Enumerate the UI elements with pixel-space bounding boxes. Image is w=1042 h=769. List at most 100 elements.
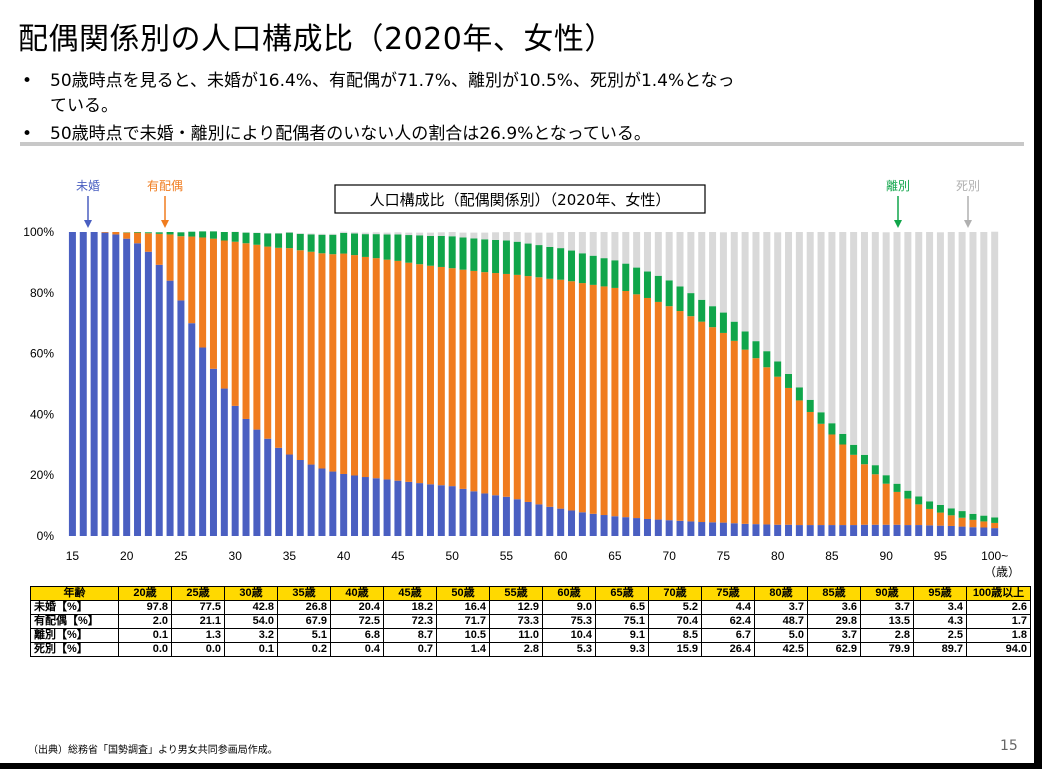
bar-married-32 bbox=[253, 244, 261, 430]
table-row: 死別【%】 0.0 0.0 0.1 0.2 0.4 0.7 1.4 2.8 5.3 9.3 15.9 2… bbox=[30, 642, 1031, 657]
table-cell: 0.0 bbox=[118, 642, 172, 657]
table-cell: 6.5 bbox=[595, 600, 649, 615]
y-axis: 0% 20% 40% 60% 80% 100% bbox=[23, 225, 54, 543]
bar-married-37 bbox=[307, 251, 315, 465]
bar-divorced-52 bbox=[470, 238, 478, 271]
stacked-bar-chart: 0% 20% 40% 60% 80% 100% 15 20 25 30 35 40 45 50 55 60 6… bbox=[23, 179, 1020, 579]
table-row-label: 離別【%】 bbox=[30, 628, 119, 643]
bar-married-41 bbox=[351, 255, 359, 476]
bar-married-63 bbox=[589, 284, 597, 514]
bar-divorced-40 bbox=[340, 232, 348, 254]
bar-married-68 bbox=[643, 297, 651, 519]
bar-widowed-49 bbox=[437, 232, 445, 236]
bar-married-72 bbox=[687, 316, 695, 522]
legend-label-divorced: 離別 bbox=[886, 179, 910, 193]
bar-unmarried-39 bbox=[329, 471, 337, 536]
table-row-label: 有配偶【%】 bbox=[30, 614, 119, 629]
table-cell: 0.0 bbox=[171, 642, 225, 657]
x-tick-label: 20 bbox=[120, 549, 134, 563]
bar-married-25 bbox=[177, 236, 185, 301]
table-header-cell: 75歳 bbox=[701, 586, 755, 601]
bar-unmarried-34 bbox=[275, 447, 283, 536]
bar-divorced-75 bbox=[719, 312, 727, 333]
bar-divorced-44 bbox=[383, 234, 391, 260]
bar-unmarried-35 bbox=[285, 454, 293, 536]
bar-unmarried-84 bbox=[817, 525, 825, 536]
table-header-cell: 65歳 bbox=[595, 586, 649, 601]
table-header-cell: 55歳 bbox=[489, 586, 543, 601]
bar-widowed-34 bbox=[275, 232, 283, 234]
bar-married-93 bbox=[915, 504, 923, 526]
bar-widowed-86 bbox=[839, 232, 847, 434]
table-cell: 8.7 bbox=[383, 628, 437, 643]
bar-married-57 bbox=[524, 276, 532, 502]
bullet-1-text: 50歳時点を見ると、未婚が16.4%、有配偶が71.7%、離別が10.5%、死別… bbox=[50, 71, 735, 91]
table-cell: 71.7 bbox=[436, 614, 490, 629]
table-row-label: 未婚【%】 bbox=[30, 600, 119, 615]
bar-widowed-48 bbox=[426, 232, 434, 236]
table-header-label: 年齢 bbox=[30, 586, 119, 601]
bar-unmarried-33 bbox=[264, 438, 272, 536]
bar-unmarried-21 bbox=[134, 243, 142, 536]
bar-married-51 bbox=[459, 269, 467, 489]
table-cell: 26.4 bbox=[701, 642, 755, 657]
table-cell: 15.9 bbox=[648, 642, 702, 657]
bar-married-22 bbox=[144, 233, 152, 252]
bar-married-100 bbox=[991, 522, 999, 529]
bar-unmarried-94 bbox=[926, 525, 934, 536]
bar-unmarried-85 bbox=[828, 525, 836, 536]
bar-married-31 bbox=[242, 243, 250, 419]
table-cell: 5.0 bbox=[754, 628, 808, 643]
bar-widowed-33 bbox=[264, 232, 272, 234]
bar-widowed-35 bbox=[285, 232, 293, 233]
frame-edge bbox=[0, 763, 1042, 769]
bullet-1-text-cont: ている。 bbox=[50, 96, 118, 116]
bar-unmarried-49 bbox=[437, 485, 445, 536]
y-tick-label: 100% bbox=[23, 225, 54, 239]
bar-widowed-60 bbox=[557, 232, 565, 249]
bar-divorced-26 bbox=[188, 231, 196, 237]
x-axis-unit: （歳） bbox=[984, 565, 1020, 579]
table-cell: 3.2 bbox=[224, 628, 278, 643]
bar-widowed-52 bbox=[470, 232, 478, 239]
bar-divorced-25 bbox=[177, 232, 185, 237]
bar-unmarried-81 bbox=[785, 524, 793, 536]
bar-married-27 bbox=[199, 237, 207, 348]
bar-widowed-88 bbox=[860, 232, 868, 455]
bar-married-98 bbox=[969, 519, 977, 528]
bar-divorced-82 bbox=[795, 387, 803, 401]
bar-married-77 bbox=[741, 349, 749, 524]
bar-widowed-91 bbox=[893, 232, 901, 484]
table-cell: 2.0 bbox=[118, 614, 172, 629]
bar-married-96 bbox=[947, 515, 955, 526]
bar-unmarried-50 bbox=[448, 486, 456, 536]
bar-unmarried-24 bbox=[166, 280, 174, 536]
bar-divorced-21 bbox=[134, 232, 142, 233]
bar-widowed-44 bbox=[383, 232, 391, 235]
bar-widowed-68 bbox=[643, 232, 651, 272]
x-tick-label: 75 bbox=[717, 549, 731, 563]
table-header-cell: 25歳 bbox=[171, 586, 225, 601]
bar-unmarried-51 bbox=[459, 488, 467, 536]
bar-widowed-41 bbox=[351, 232, 359, 234]
bar-unmarried-88 bbox=[860, 524, 868, 536]
table-cell: 5.2 bbox=[648, 600, 702, 615]
table-cell: 4.3 bbox=[913, 614, 967, 629]
bar-married-24 bbox=[166, 234, 174, 281]
bar-married-84 bbox=[817, 423, 825, 526]
bar-divorced-67 bbox=[633, 267, 641, 295]
bar-widowed-36 bbox=[296, 233, 304, 234]
bar-widowed-65 bbox=[611, 232, 619, 261]
divider-rule bbox=[20, 142, 1024, 146]
bar-widowed-89 bbox=[871, 232, 879, 466]
bar-divorced-35 bbox=[285, 232, 293, 249]
legend-arrowhead-unmarried bbox=[84, 220, 92, 228]
bar-married-18 bbox=[101, 232, 109, 233]
bar-unmarried-97 bbox=[958, 526, 966, 536]
bar-unmarried-63 bbox=[589, 513, 597, 536]
bar-widowed-66 bbox=[622, 232, 630, 264]
bar-widowed-90 bbox=[882, 232, 890, 476]
bar-divorced-39 bbox=[329, 234, 337, 255]
bar-unmarried-100 bbox=[991, 528, 999, 536]
table-header-cell: 30歳 bbox=[224, 586, 278, 601]
